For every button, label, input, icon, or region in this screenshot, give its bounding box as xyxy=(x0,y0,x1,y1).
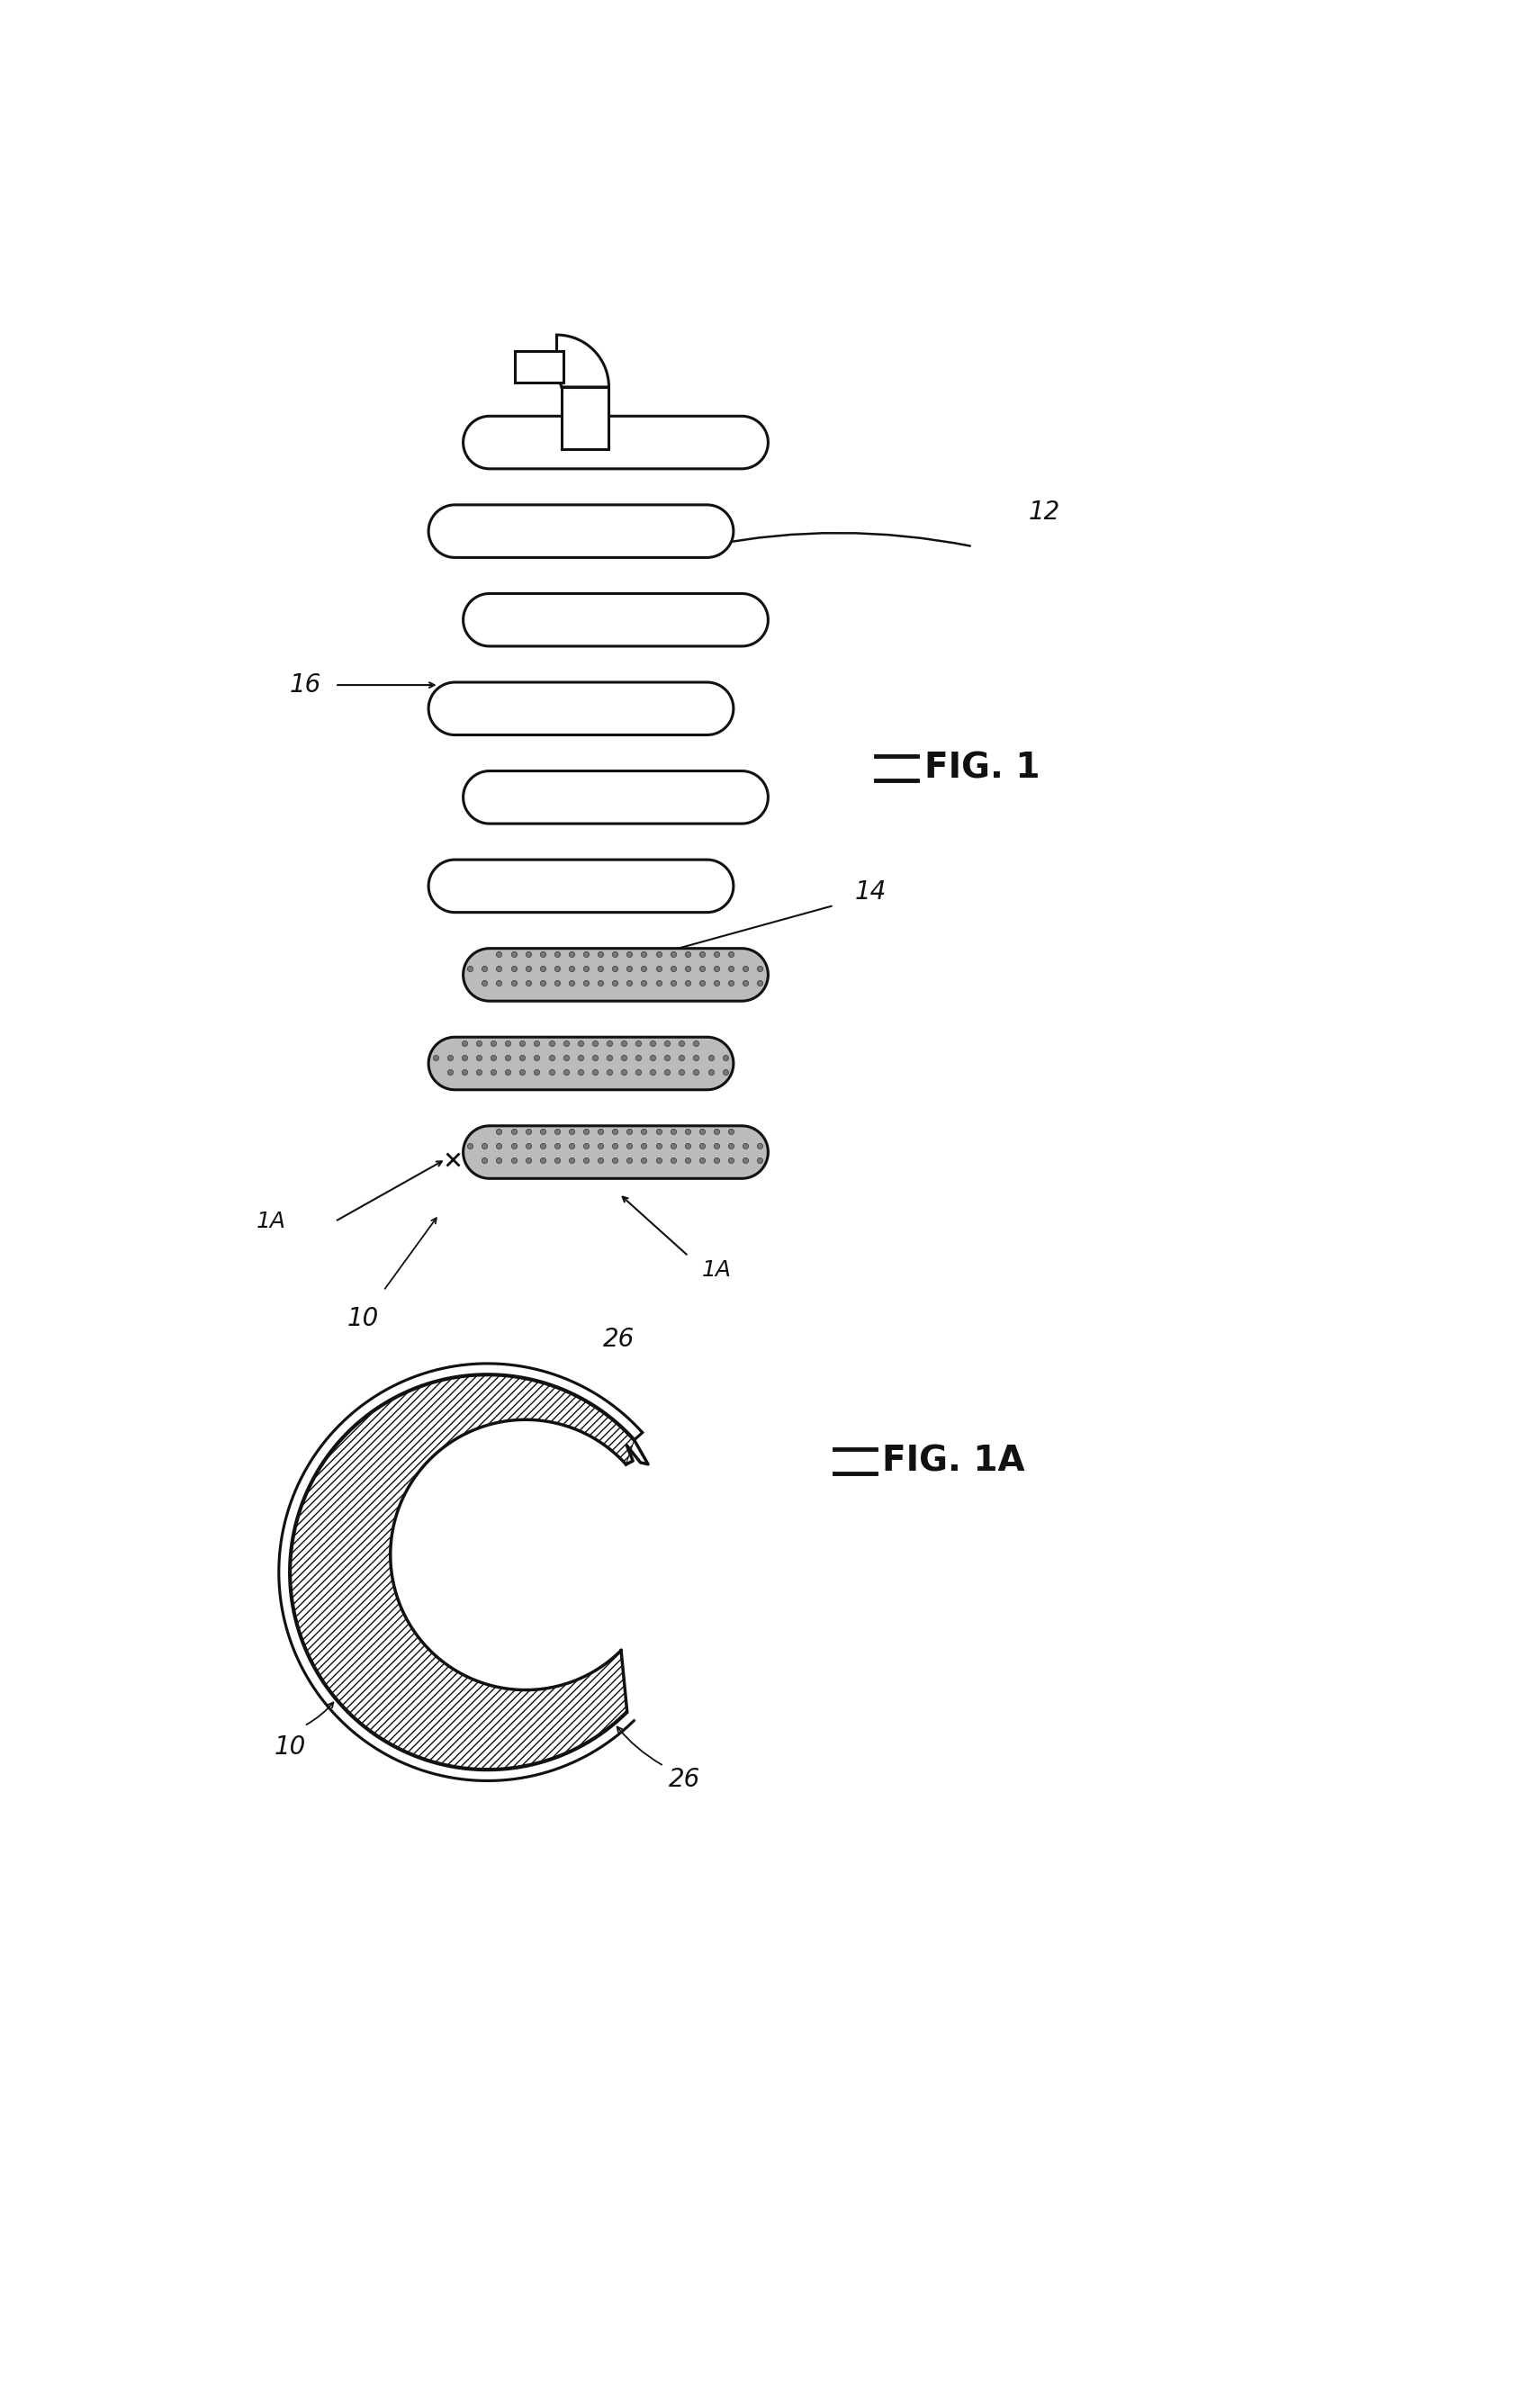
Text: 16: 16 xyxy=(290,673,322,697)
Text: 26: 26 xyxy=(668,1768,701,1792)
Text: FIG. 1: FIG. 1 xyxy=(924,750,1040,786)
Polygon shape xyxy=(464,772,768,823)
Polygon shape xyxy=(464,1126,768,1178)
Polygon shape xyxy=(464,416,768,469)
Polygon shape xyxy=(290,1376,634,1770)
Polygon shape xyxy=(428,859,733,911)
Text: 26: 26 xyxy=(604,1328,634,1352)
Polygon shape xyxy=(428,505,733,558)
Text: 10: 10 xyxy=(346,1306,379,1330)
Polygon shape xyxy=(464,948,768,1000)
Text: 1A: 1A xyxy=(257,1210,286,1231)
Polygon shape xyxy=(514,351,564,382)
Text: 10: 10 xyxy=(274,1734,306,1758)
Polygon shape xyxy=(556,334,608,387)
Text: FIG. 1A: FIG. 1A xyxy=(882,1443,1026,1479)
Text: 12: 12 xyxy=(1029,500,1060,524)
Polygon shape xyxy=(290,1376,634,1770)
Polygon shape xyxy=(428,1037,733,1089)
Text: 1A: 1A xyxy=(702,1260,731,1282)
Polygon shape xyxy=(562,387,608,450)
Polygon shape xyxy=(428,683,733,736)
Text: 14: 14 xyxy=(855,878,887,904)
Polygon shape xyxy=(464,594,768,647)
